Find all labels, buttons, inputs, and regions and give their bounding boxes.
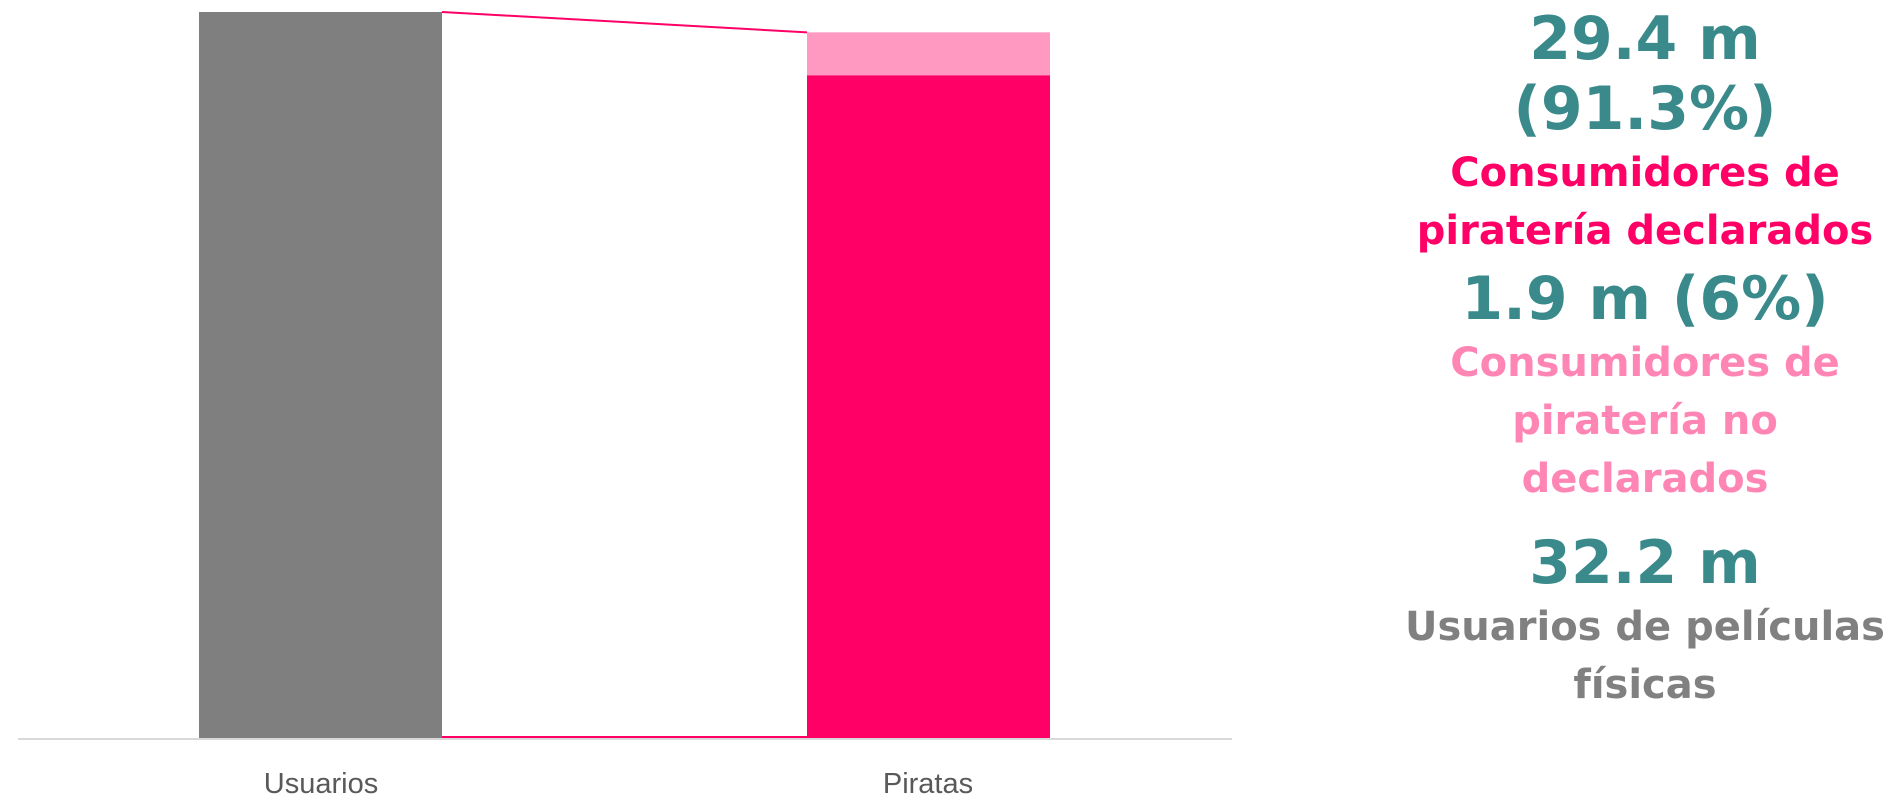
undeclared-pirates-value: 1.9 m (6%) <box>1461 264 1829 334</box>
declared-pirates-value: 29.4 m (91.3%) <box>1513 4 1777 144</box>
connector-lines <box>441 11 808 738</box>
declared-pirates-label: Consumidores de piratería declarados <box>1416 150 1874 254</box>
film-users-value: 32.2 m <box>1529 528 1761 598</box>
bars <box>199 12 1050 739</box>
bar-piratas-declared <box>807 75 1050 739</box>
bar-chart: Usuarios Piratas <box>18 11 1232 795</box>
undeclared-pirates-label: Consumidores de piratería no declarados <box>1450 340 1840 502</box>
connector-top <box>441 11 808 34</box>
bar-usuarios <box>199 12 442 739</box>
summary-panel: 29.4 m (91.3%) Consumidores de piratería… <box>1390 0 1900 795</box>
x-tick-label-usuarios: Usuarios <box>264 768 378 795</box>
declared-pirates-stat: 29.4 m (91.3%) Consumidores de piratería… <box>1390 4 1900 260</box>
bar-piratas-undeclared <box>807 32 1050 76</box>
film-users-label: Usuarios de películas físicas <box>1405 604 1885 708</box>
film-users-stat: 32.2 m Usuarios de películas físicas <box>1390 528 1900 714</box>
x-tick-label-piratas: Piratas <box>883 768 973 795</box>
undeclared-pirates-stat: 1.9 m (6%) Consumidores de piratería no … <box>1390 264 1900 508</box>
